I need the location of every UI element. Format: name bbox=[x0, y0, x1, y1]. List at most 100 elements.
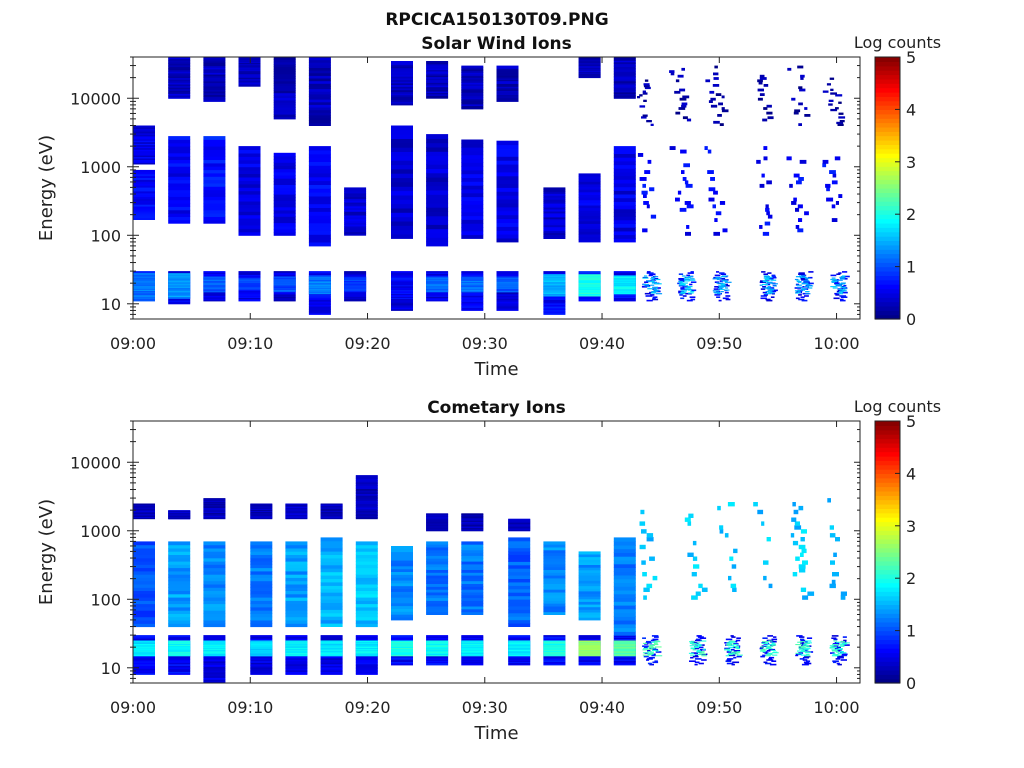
spectrogram-cell bbox=[720, 276, 726, 278]
spectrogram-cell bbox=[285, 660, 308, 663]
spectrogram-cell bbox=[613, 276, 636, 278]
spectrogram-cell bbox=[344, 229, 367, 233]
spectrogram-cell bbox=[840, 286, 846, 288]
spectrogram-cell bbox=[133, 641, 155, 643]
colorbar-segment bbox=[875, 236, 900, 241]
spectrogram-cell bbox=[543, 611, 566, 615]
spectrogram-cell bbox=[688, 276, 694, 278]
spectrogram-cell bbox=[613, 93, 636, 96]
y-tick-label: 10 bbox=[101, 659, 121, 678]
spectrogram-cell bbox=[320, 540, 343, 545]
spectrogram-cell bbox=[168, 665, 191, 668]
spectrogram-cell bbox=[772, 289, 778, 292]
spectrogram-cell bbox=[496, 171, 519, 177]
spectrogram-cell bbox=[238, 173, 261, 178]
spectrogram-cell bbox=[426, 211, 449, 217]
spectrogram-cell bbox=[238, 211, 261, 216]
spectrogram-cell bbox=[578, 199, 601, 203]
colorbar-segment bbox=[875, 565, 900, 571]
spectrogram-cell bbox=[133, 140, 155, 143]
spectrogram-cell bbox=[320, 582, 343, 586]
spectrogram-cell bbox=[355, 501, 378, 505]
spectrogram-cell bbox=[355, 641, 378, 643]
spectrogram-cell bbox=[133, 129, 155, 132]
spectrogram-cell bbox=[683, 163, 690, 168]
spectrogram-cell bbox=[724, 281, 728, 283]
spectrogram-cell bbox=[773, 636, 777, 638]
spectrogram-cell bbox=[761, 173, 765, 178]
spectrogram-cell bbox=[133, 132, 155, 135]
spectrogram-cell bbox=[721, 284, 727, 286]
spectrogram-cell bbox=[285, 650, 308, 652]
spectrogram-cell bbox=[543, 289, 566, 291]
spectrogram-cell bbox=[168, 88, 191, 91]
spectrogram-cell bbox=[508, 606, 531, 610]
y-tick-label: 100 bbox=[90, 226, 121, 245]
spectrogram-cell bbox=[168, 638, 191, 641]
spectrogram-cell bbox=[613, 183, 636, 188]
spectrogram-cell bbox=[203, 654, 226, 656]
spectrogram-cell bbox=[133, 187, 155, 190]
spectrogram-cell bbox=[841, 654, 848, 657]
spectrogram-cell bbox=[355, 544, 378, 549]
spectrogram-cell bbox=[203, 517, 226, 519]
spectrogram-cell bbox=[543, 220, 566, 224]
spectrogram-cell bbox=[320, 507, 343, 509]
spectrogram-cell bbox=[832, 287, 838, 289]
spectrogram-cell bbox=[578, 572, 601, 576]
spectrogram-cell bbox=[461, 196, 484, 201]
spectrogram-cell bbox=[168, 597, 191, 601]
spectrogram-cell bbox=[238, 207, 261, 212]
spectrogram-cell bbox=[238, 70, 261, 73]
spectrogram-cell bbox=[168, 139, 191, 144]
spectrogram-cell bbox=[133, 288, 155, 291]
spectrogram-cell bbox=[765, 298, 771, 301]
spectrogram-cell bbox=[273, 99, 296, 103]
y-tick-label: 1000 bbox=[80, 522, 121, 541]
spectrogram-cell bbox=[273, 197, 296, 201]
spectrogram-cell bbox=[831, 635, 839, 637]
spectrogram-cell bbox=[543, 589, 566, 593]
spectrogram-cell bbox=[647, 653, 654, 655]
spectrogram-cell bbox=[772, 285, 777, 287]
spectrogram-cell bbox=[203, 503, 226, 505]
spectrogram-cell bbox=[426, 589, 449, 593]
spectrogram-cell bbox=[355, 512, 378, 515]
spectrogram-cell bbox=[168, 277, 191, 279]
spectrogram-cell bbox=[308, 180, 331, 185]
spectrogram-cell bbox=[578, 60, 601, 62]
spectrogram-cell bbox=[461, 192, 484, 198]
spectrogram-cell bbox=[238, 180, 261, 185]
spectrogram-cell bbox=[203, 501, 226, 503]
spectrogram-cell bbox=[461, 284, 484, 286]
spectrogram-cell bbox=[508, 554, 531, 559]
spectrogram-cell bbox=[391, 648, 413, 650]
spectrogram-cell bbox=[697, 651, 705, 653]
spectrogram-cell bbox=[344, 278, 367, 280]
x-tick-label: 09:50 bbox=[696, 698, 742, 717]
spectrogram-cell bbox=[637, 153, 644, 157]
spectrogram-cell bbox=[694, 661, 700, 664]
spectrogram-cell bbox=[803, 280, 810, 282]
spectrogram-cell bbox=[578, 279, 601, 281]
spectrogram-cell bbox=[613, 96, 636, 99]
spectrogram-cell bbox=[250, 655, 273, 657]
spectrogram-cell bbox=[806, 660, 811, 662]
spectrogram-cell bbox=[461, 288, 484, 290]
spectrogram-cell bbox=[250, 657, 273, 660]
x-tick-label: 09:10 bbox=[227, 698, 273, 717]
spectrogram-cell bbox=[285, 646, 308, 648]
spectrogram-cell bbox=[687, 272, 694, 274]
spectrogram-cell bbox=[694, 654, 698, 657]
spectrogram-cell bbox=[682, 286, 690, 288]
spectrogram-cell bbox=[168, 169, 191, 174]
spectrogram-cell bbox=[720, 283, 726, 286]
colorbar-tick-label: 3 bbox=[906, 517, 916, 536]
spectrogram-cell bbox=[767, 653, 773, 655]
spectrogram-cell bbox=[168, 71, 191, 74]
spectrogram-cell bbox=[731, 651, 738, 653]
spectrogram-cell bbox=[835, 94, 843, 97]
colorbar-segment bbox=[875, 600, 900, 605]
spectrogram-cell bbox=[578, 556, 601, 560]
spectrogram-cell bbox=[168, 645, 191, 647]
